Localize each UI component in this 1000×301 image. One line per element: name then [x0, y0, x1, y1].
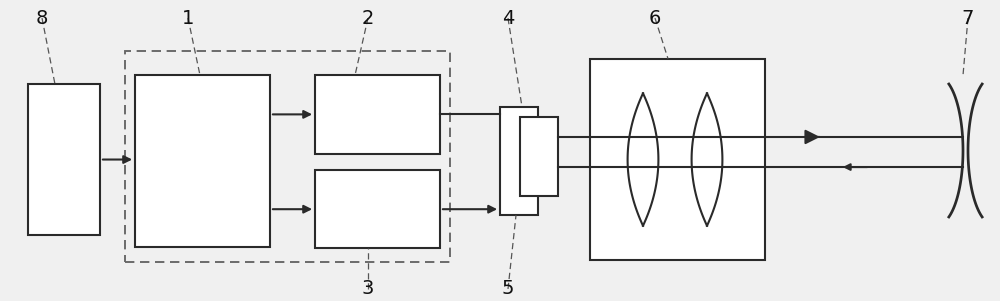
Text: 8: 8 [36, 8, 48, 28]
Bar [315, 75, 440, 154]
Bar [135, 75, 270, 247]
Text: 6: 6 [649, 8, 661, 28]
Bar [520, 117, 558, 196]
Bar [500, 107, 538, 215]
Text: 5: 5 [502, 279, 514, 299]
Bar [125, 51, 450, 262]
Text: 7: 7 [962, 8, 974, 28]
Text: 1: 1 [182, 8, 194, 28]
Bar [590, 59, 765, 260]
Text: 2: 2 [362, 8, 374, 28]
Bar [315, 170, 440, 248]
Text: 4: 4 [502, 8, 514, 28]
Bar [28, 84, 100, 235]
Text: 3: 3 [362, 279, 374, 299]
